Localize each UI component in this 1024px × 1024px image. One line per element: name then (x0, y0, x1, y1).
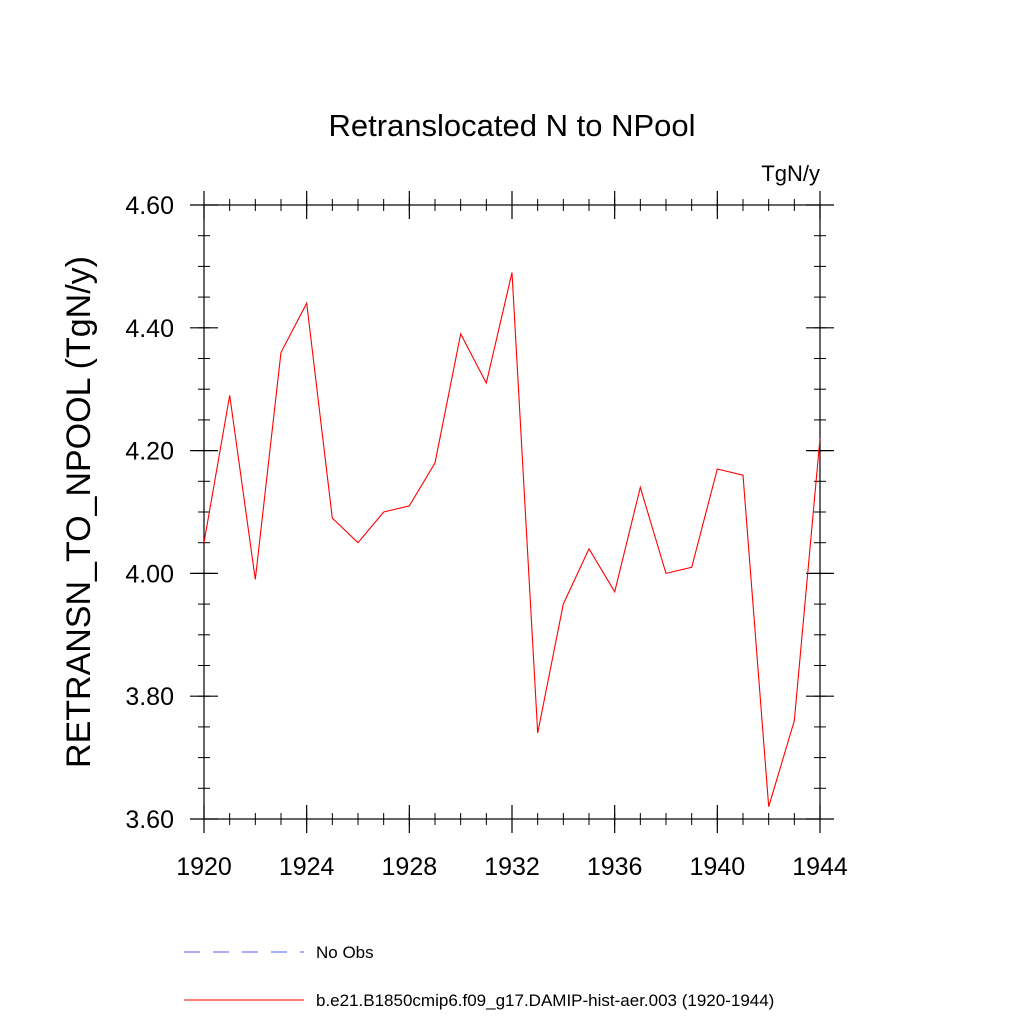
legend-label-model: b.e21.B1850cmip6.f09_g17.DAMIP-hist-aer.… (316, 991, 774, 1010)
y-axis-label: RETRANSN_TO_NPOOL (TgN/y) (60, 256, 98, 768)
plot-frame (203, 204, 821, 820)
y-tick-label: 3.80 (125, 683, 174, 711)
series-lines (203, 272, 821, 807)
units-label: TgN/y (761, 161, 820, 186)
x-tick-label: 1940 (690, 853, 746, 881)
x-tick-label: 1944 (792, 853, 848, 881)
y-tick-label: 4.40 (125, 315, 174, 343)
x-tick-labels: 1920 1924 1928 1932 1936 1940 1944 (176, 853, 848, 881)
x-tick-label: 1924 (279, 853, 335, 881)
series-line (203, 272, 821, 807)
y-tick-label: 4.60 (125, 192, 174, 220)
y-tick-label: 3.60 (125, 806, 174, 834)
legend: No Obs b.e21.B1850cmip6.f09_g17.DAMIP-hi… (184, 943, 774, 1010)
y-tick-label: 4.20 (125, 438, 174, 466)
legend-label-no-obs: No Obs (316, 943, 374, 962)
x-tick-label: 1928 (382, 853, 438, 881)
major-ticks (190, 191, 834, 833)
x-tick-label: 1932 (484, 853, 540, 881)
y-tick-labels: 3.60 3.80 4.00 4.20 4.40 4.60 (125, 192, 174, 834)
minor-ticks (198, 199, 826, 825)
y-tick-label: 4.00 (125, 560, 174, 588)
chart-title: Retranslocated N to NPool (328, 108, 695, 143)
x-tick-label: 1920 (176, 853, 232, 881)
x-tick-label: 1936 (587, 853, 643, 881)
